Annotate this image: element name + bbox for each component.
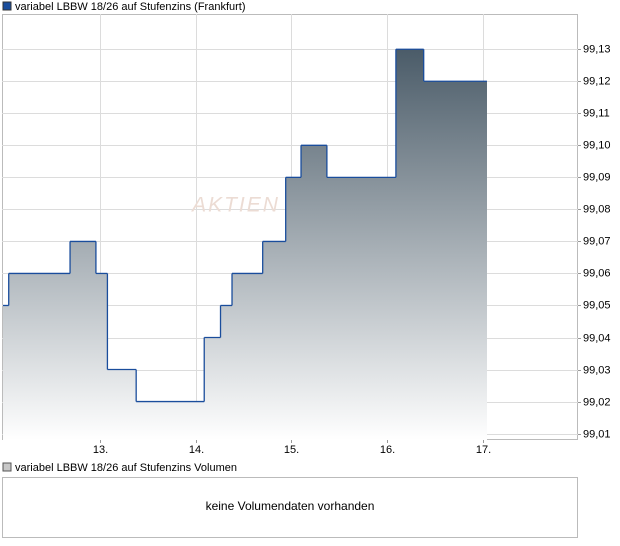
area-step [285,177,302,440]
x-tick-label: 13. [93,444,108,456]
volume-legend-swatch [2,462,12,472]
x-tick-label: 14. [189,444,204,456]
volume-panel [2,477,578,538]
y-tick-label: 99,06 [583,267,611,279]
area-step [220,305,233,440]
x-tick-label: 16. [380,444,395,456]
y-tick-label: 99,03 [583,364,611,376]
area-step [262,241,286,440]
legend-swatch [2,1,12,11]
volume-legend-label: variabel LBBW 18/26 auf Stufenzins Volum… [15,462,237,474]
area-step [136,401,205,440]
legend-label: variabel LBBW 18/26 auf Stufenzins (Fran… [15,1,246,13]
area-step [232,273,263,440]
area-step [395,49,424,440]
y-tick-label: 99,10 [583,139,611,151]
y-tick-label: 99,09 [583,171,611,183]
area-step [8,273,71,440]
y-tick-label: 99,07 [583,235,611,247]
y-tick-label: 99,05 [583,299,611,311]
y-tick-label: 99,12 [583,75,611,87]
x-tick-label: 15. [284,444,299,456]
y-tick-label: 99,08 [583,203,611,215]
area-step [423,81,487,441]
area-step [2,305,9,440]
y-tick-label: 99,02 [583,396,611,408]
volume-message: keine Volumendaten vorhanden [206,499,375,513]
area-step [95,273,108,440]
area-step [70,241,96,440]
area-step [326,177,396,440]
y-tick-label: 99,04 [583,332,611,344]
x-tick-label: 17. [476,444,491,456]
watermark: AKTIEN [190,194,280,217]
y-tick-label: 99,11 [583,107,610,119]
y-tick-label: 99,01 [583,428,611,440]
y-tick-label: 99,13 [583,43,611,55]
area-step [204,337,221,440]
area-step [107,369,137,440]
area-step [301,145,327,440]
